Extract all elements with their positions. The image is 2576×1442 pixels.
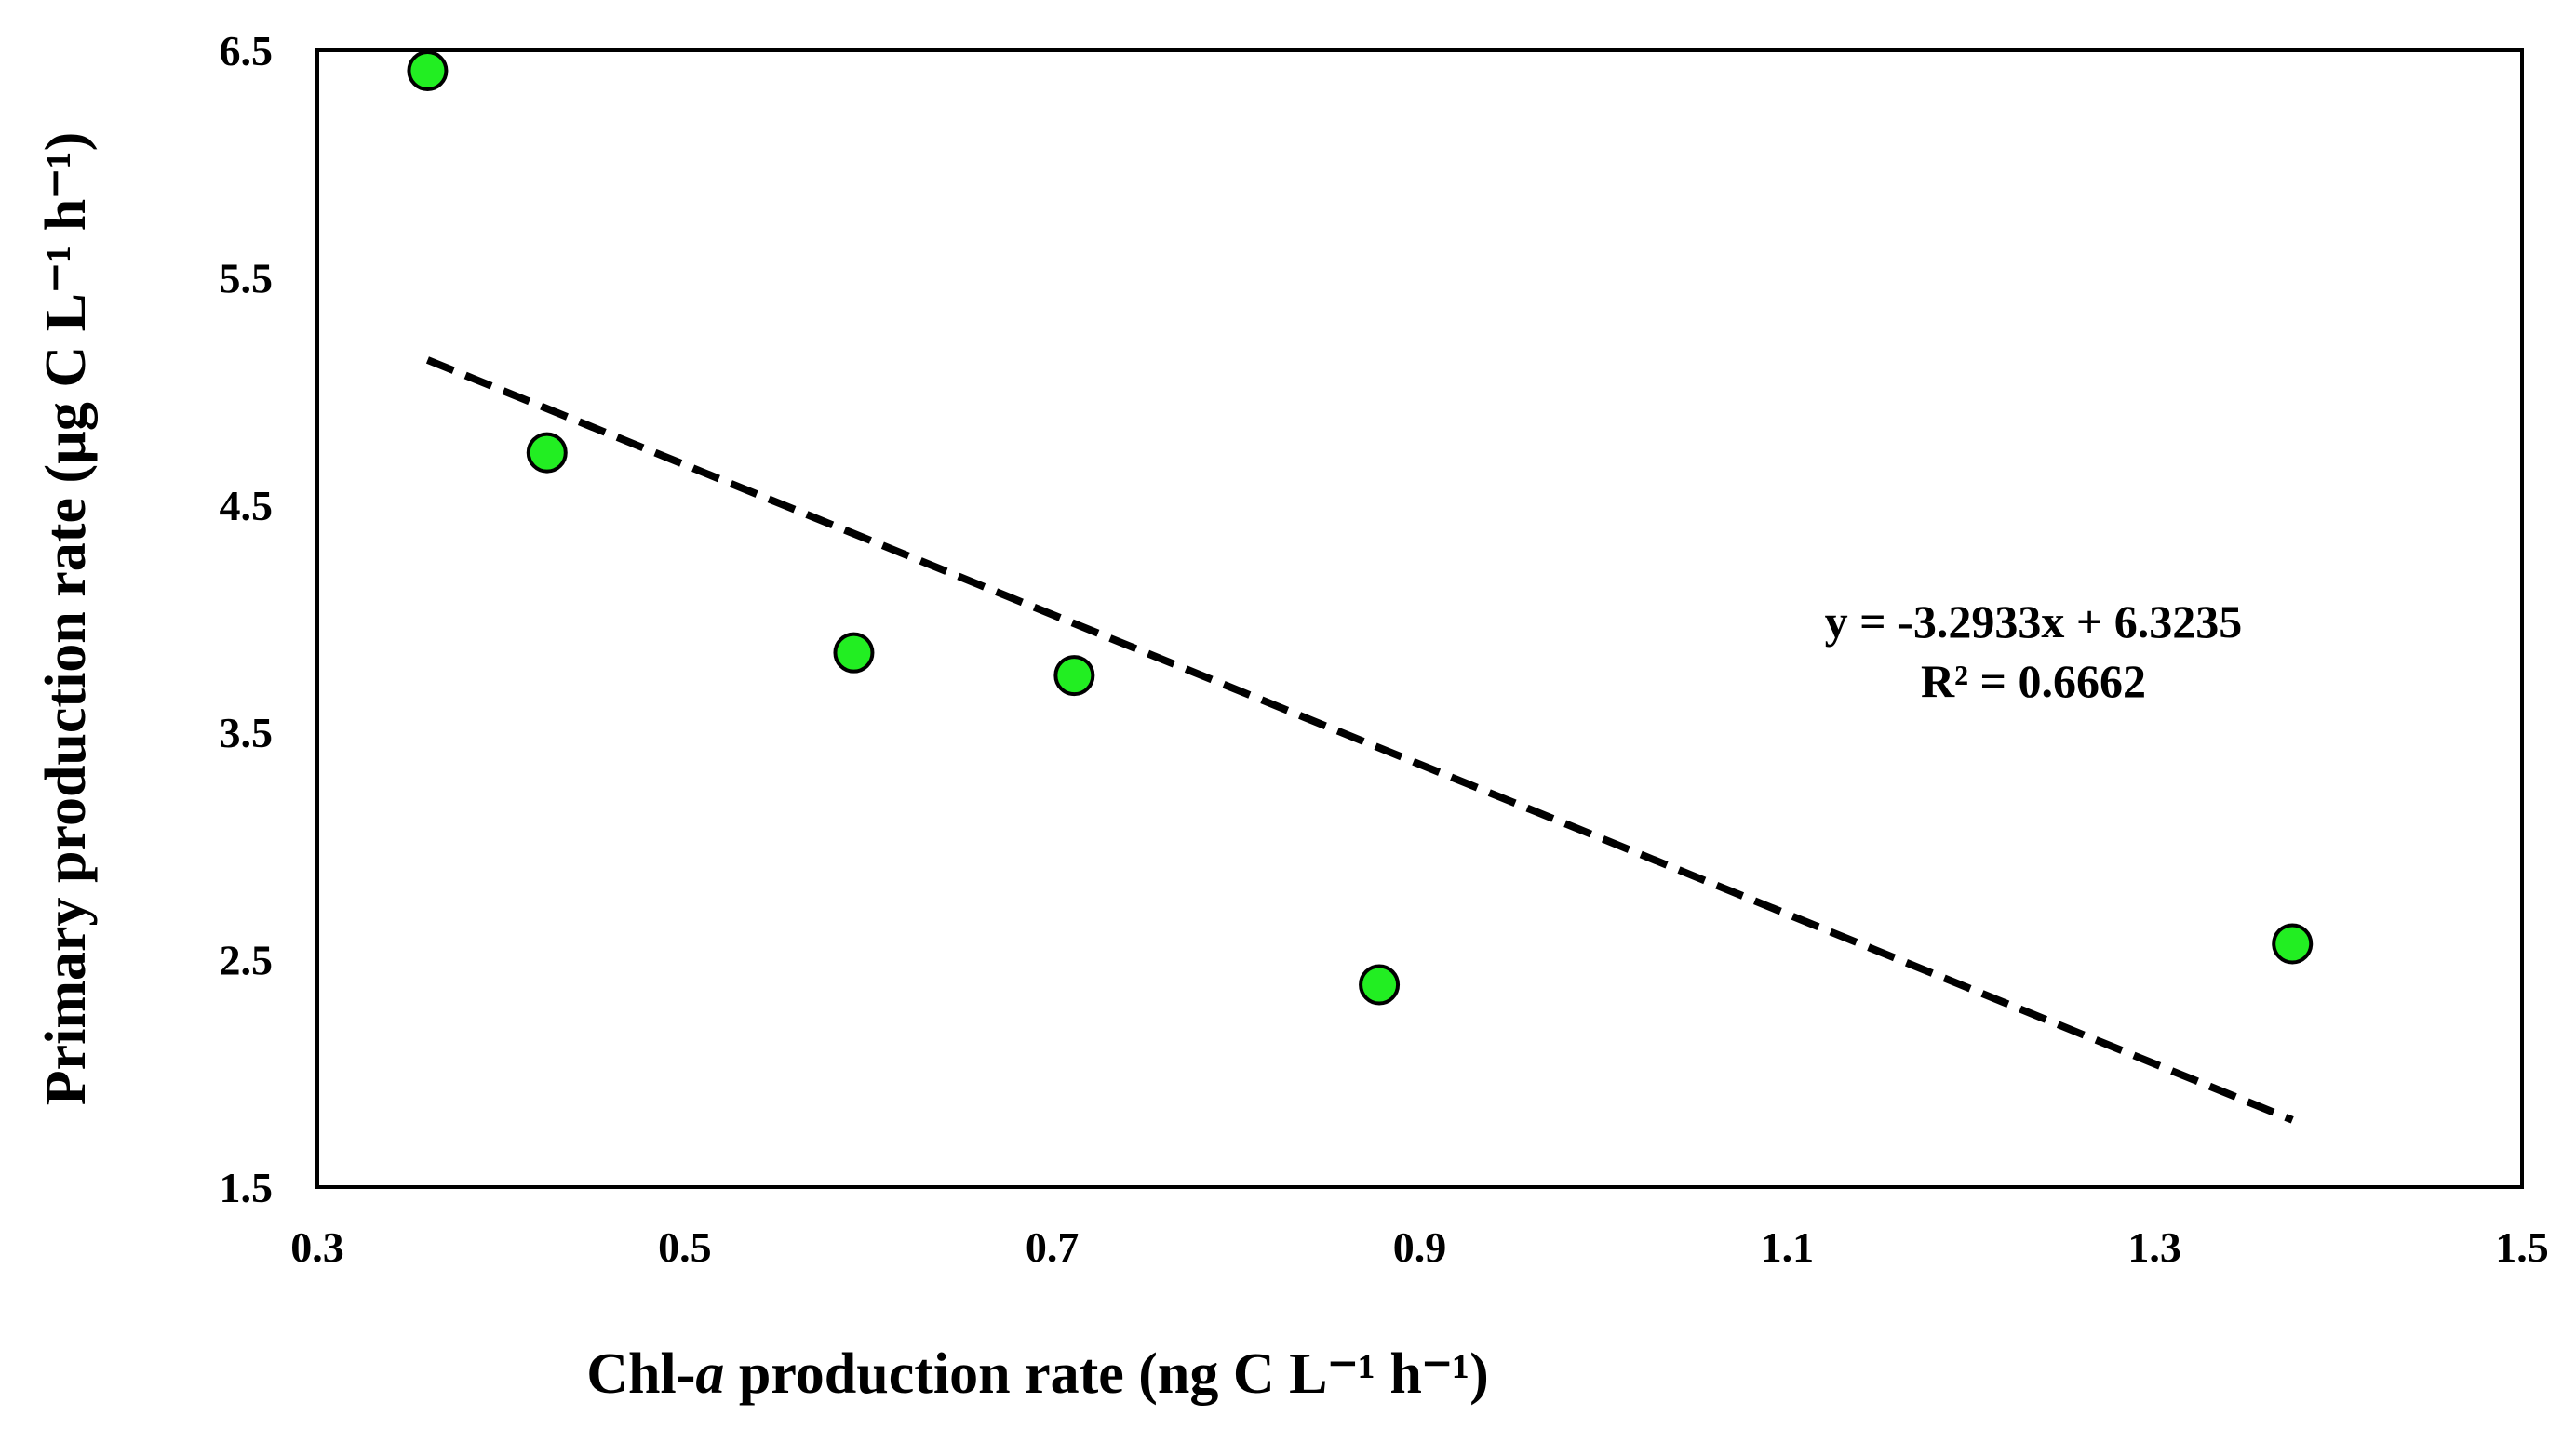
data-points <box>407 49 2314 1006</box>
x-tick-label: 0.7 <box>1026 1223 1080 1271</box>
r-squared-label: R² = 0.6662 <box>1921 655 2146 707</box>
y-tick-label: 3.5 <box>220 709 274 756</box>
trendline <box>425 356 2294 1124</box>
trendline-equation: y = -3.2933x + 6.3235 <box>1825 595 2243 648</box>
data-point <box>1053 655 1095 697</box>
x-tick-label: 1.3 <box>2127 1223 2181 1271</box>
y-tick-label: 1.5 <box>220 1164 274 1211</box>
y-tick-label: 5.5 <box>220 254 274 301</box>
x-axis-title: Chl-a production rate (ng C L⁻¹ h⁻¹) <box>586 1342 1489 1406</box>
data-point <box>407 49 449 91</box>
y-tick-label: 4.5 <box>220 482 274 529</box>
data-point <box>1359 964 1401 1006</box>
y-axis-title: Primary production rate (µg C L⁻¹ h⁻¹) <box>34 132 98 1105</box>
y-tick-label: 2.5 <box>220 937 274 984</box>
x-tick-label: 0.5 <box>658 1223 712 1271</box>
plot-area <box>315 48 2524 1189</box>
x-tick-label: 0.9 <box>1393 1223 1447 1271</box>
y-tick-label: 6.5 <box>220 27 274 74</box>
x-tick-label: 1.1 <box>1761 1223 1815 1271</box>
data-point <box>833 632 875 674</box>
x-axis-title-italic: a <box>695 1342 724 1406</box>
x-tick-label: 1.5 <box>2495 1223 2549 1271</box>
x-axis-title-prefix: Chl- <box>586 1342 695 1406</box>
x-axis-title-suffix: production rate (ng C L⁻¹ h⁻¹) <box>724 1342 1488 1406</box>
data-point <box>526 432 568 474</box>
y-axis-tick-labels: 1.5 2.5 3.5 4.5 5.5 6.5 <box>220 27 274 1211</box>
x-tick-label: 0.3 <box>290 1223 344 1271</box>
x-axis-tick-labels: 0.3 0.5 0.7 0.9 1.1 1.3 1.5 <box>290 1223 2549 1271</box>
data-point <box>2272 923 2314 965</box>
